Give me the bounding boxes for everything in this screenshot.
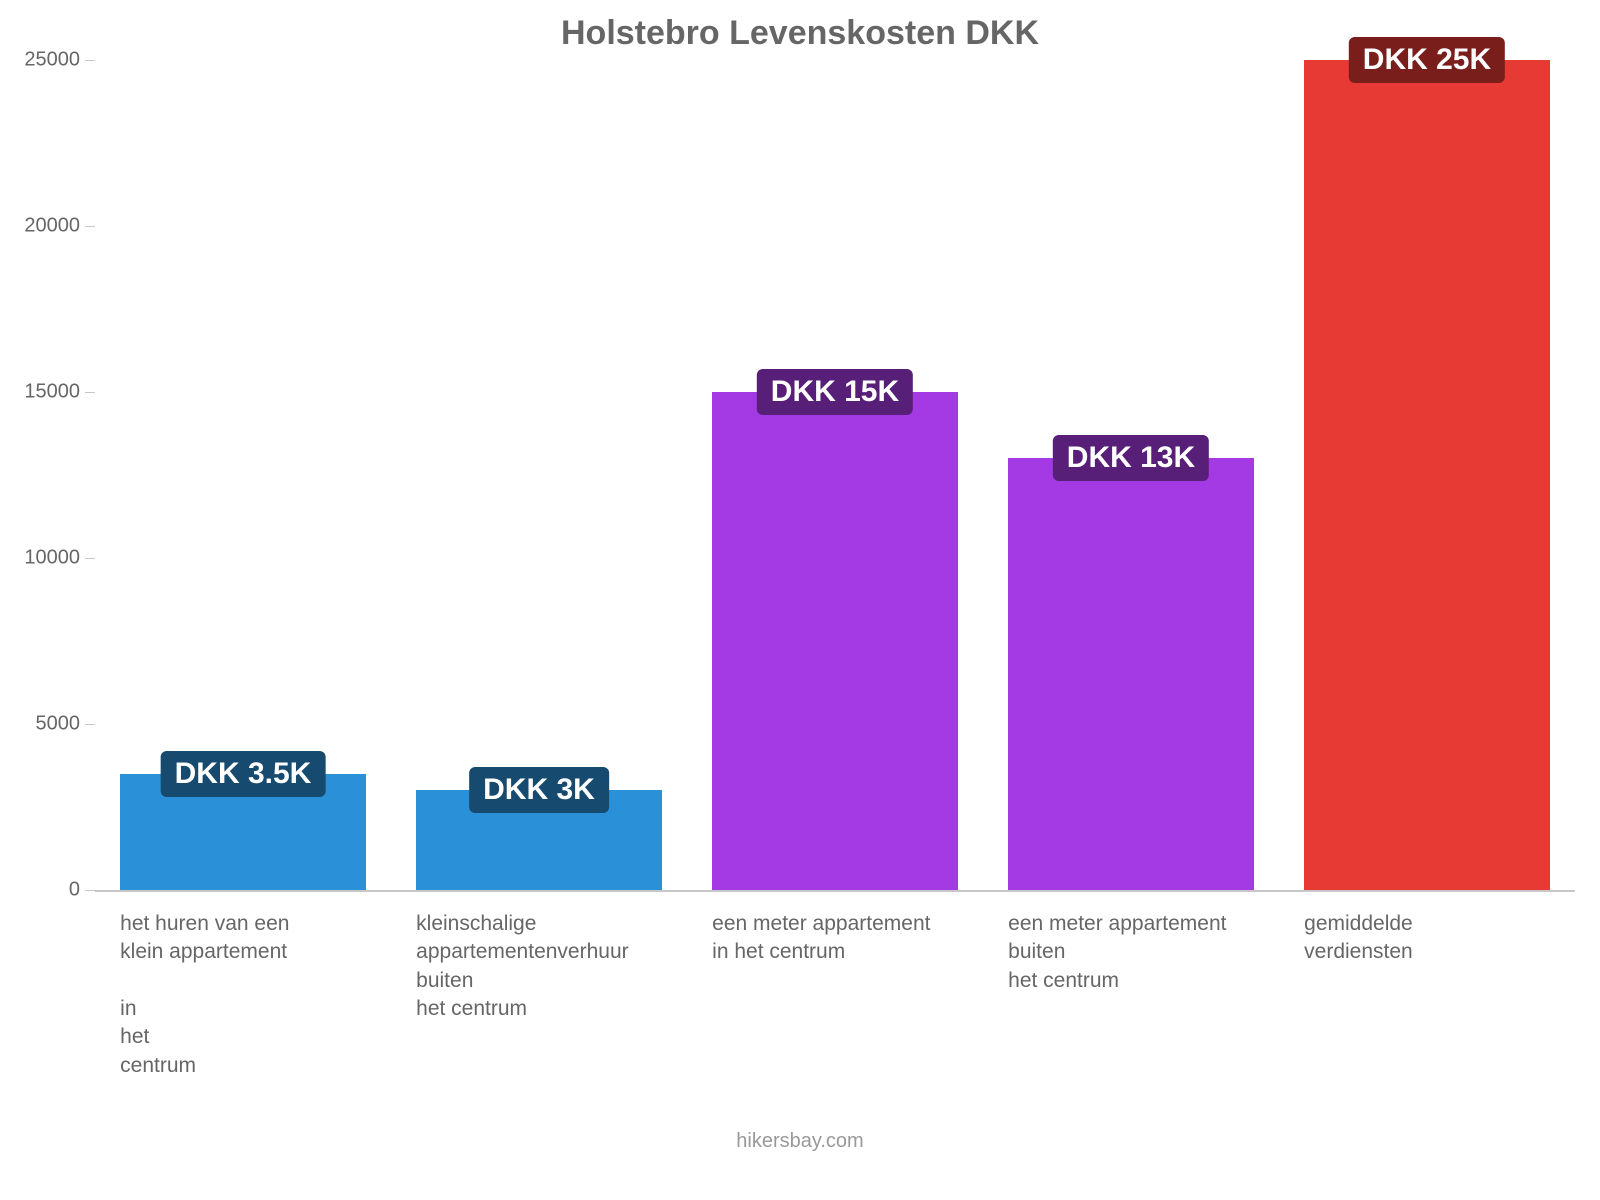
y-tick-label: 25000: [0, 49, 80, 72]
y-tick-mark: [85, 890, 95, 891]
x-category-label: kleinschalige appartementenverhuur buite…: [416, 910, 628, 1023]
y-tick-mark: [85, 392, 95, 393]
y-tick-mark: [85, 60, 95, 61]
bar: DKK 15K: [712, 392, 958, 890]
plot-area: DKK 3.5KDKK 3KDKK 15KDKK 13KDKK 25K: [95, 60, 1575, 890]
y-tick-label: 20000: [0, 215, 80, 238]
bar: DKK 3K: [416, 790, 662, 890]
x-category-label: gemiddelde verdiensten: [1304, 910, 1413, 967]
chart-footer: hikersbay.com: [0, 1130, 1600, 1153]
x-axis-line: [95, 890, 1575, 892]
bar-value-label: DKK 13K: [1053, 435, 1209, 481]
bar: DKK 3.5K: [120, 774, 366, 890]
bar-value-label: DKK 25K: [1349, 37, 1505, 83]
bar-value-label: DKK 3K: [469, 767, 609, 813]
bar: DKK 25K: [1304, 60, 1550, 890]
chart-container: Holstebro Levenskosten DKK 0500010000150…: [0, 0, 1600, 1200]
x-category-label: het huren van een klein appartement in h…: [120, 910, 289, 1080]
y-tick-mark: [85, 558, 95, 559]
bar: DKK 13K: [1008, 458, 1254, 890]
y-tick-label: 0: [0, 879, 80, 902]
y-tick-label: 5000: [0, 713, 80, 736]
y-tick-mark: [85, 226, 95, 227]
x-category-label: een meter appartement in het centrum: [712, 910, 930, 967]
y-tick-label: 10000: [0, 547, 80, 570]
bar-value-label: DKK 3.5K: [161, 751, 326, 797]
y-tick-label: 15000: [0, 381, 80, 404]
x-category-label: een meter appartement buiten het centrum: [1008, 910, 1226, 995]
bar-value-label: DKK 15K: [757, 369, 913, 415]
y-tick-mark: [85, 724, 95, 725]
